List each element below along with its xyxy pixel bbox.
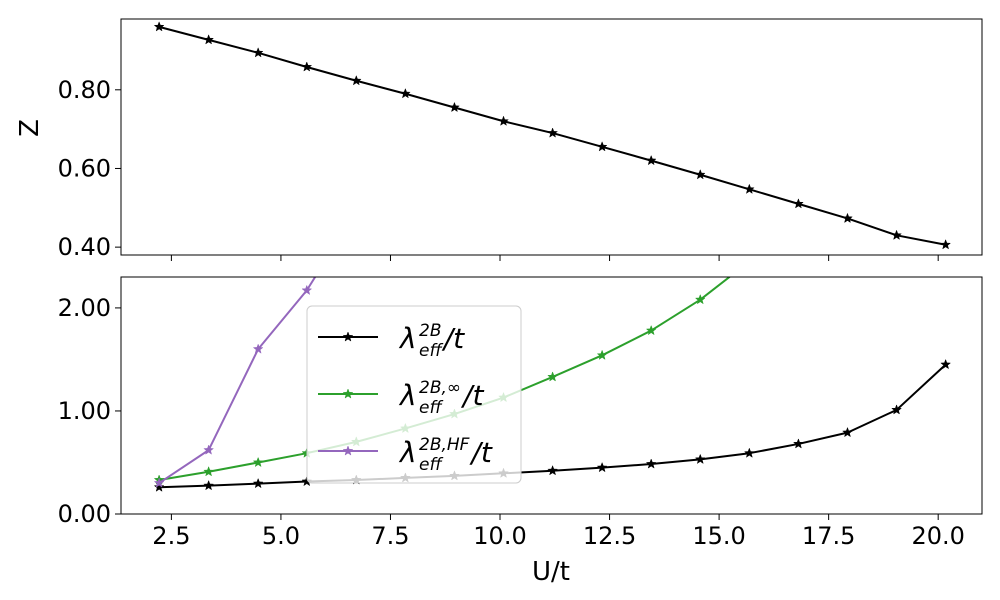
lambda-xtick-label: 15.0 xyxy=(692,522,745,550)
legend-subscript: eff xyxy=(419,341,443,361)
lambda-xtick-label: 17.5 xyxy=(802,522,855,550)
lambda-panel-frame xyxy=(120,276,983,515)
lambda-data-point xyxy=(153,477,165,488)
legend-swatch-marker xyxy=(342,388,354,399)
legend-tail: /t xyxy=(441,322,465,355)
z-data-point xyxy=(153,21,165,32)
x-axis-label: U/t xyxy=(532,557,570,587)
z-ytick-label: 0.40 xyxy=(58,233,111,261)
z-data-point xyxy=(743,183,755,194)
z-xticks xyxy=(170,255,939,261)
legend-swatch-marker xyxy=(342,445,354,456)
z-data-point xyxy=(350,75,362,86)
lambda-data-point xyxy=(842,426,853,438)
legend-entry: λ 2B,∞eff/t xyxy=(318,378,484,418)
z-series-line xyxy=(158,25,946,246)
z-ytick-label: 0.60 xyxy=(58,154,111,182)
lambda-data-point xyxy=(694,293,706,305)
lambda-data-point xyxy=(694,453,706,465)
lambda-data-point xyxy=(596,349,608,360)
z-data-point xyxy=(792,198,804,209)
z-data-point xyxy=(547,127,559,138)
z-data-point xyxy=(891,229,902,240)
z-data-point xyxy=(498,115,509,126)
legend-superscript: 2B xyxy=(419,321,441,341)
legend-superscript: 2B,∞ xyxy=(419,378,461,398)
lambda-series-line xyxy=(158,277,317,484)
lambda-data-point xyxy=(891,404,902,415)
lambda-data-point xyxy=(645,458,657,469)
lambda-data-point xyxy=(547,371,559,382)
legend-symbol: λ xyxy=(398,436,417,469)
lambda-xtick-label: 10.0 xyxy=(473,522,526,550)
lambda-xtick-label: 7.5 xyxy=(371,522,409,550)
z-data-point xyxy=(694,169,706,180)
z-panel-frame xyxy=(120,18,983,256)
lambda-data-point xyxy=(745,257,755,266)
z-series-layer xyxy=(153,21,952,250)
lambda-data-point xyxy=(596,461,608,473)
lambda-data-point xyxy=(153,481,165,492)
z-series-0 xyxy=(153,21,952,250)
legend-swatch-marker xyxy=(342,331,354,342)
lambda-series-layer xyxy=(153,257,952,492)
z-data-point xyxy=(203,34,215,45)
z-data-point xyxy=(301,61,313,72)
lambda-xticks: 2.5 5.0 7.5 10.0 12.5 15.0 17.5 20.0 xyxy=(152,514,965,550)
z-data-point xyxy=(940,239,952,250)
lambda-data-point xyxy=(203,466,215,477)
lambda-data-point xyxy=(301,284,313,296)
z-data-point xyxy=(596,141,608,152)
z-data-point xyxy=(842,212,853,224)
lambda-data-point xyxy=(203,479,215,491)
lambda-ytick-label: 2.00 xyxy=(58,294,111,322)
z-data-point xyxy=(399,88,411,99)
lambda-data-point xyxy=(252,343,264,354)
lambda-series-2 xyxy=(153,257,330,488)
z-ytick-label: 0.80 xyxy=(58,76,111,104)
lambda-xtick-label: 20.0 xyxy=(911,522,964,550)
z-yticks: 0.40 0.60 0.80 xyxy=(58,76,121,261)
legend-box xyxy=(306,305,522,484)
lambda-yticks: 0.00 1.00 2.00 xyxy=(58,294,121,528)
legend-subscript: eff xyxy=(419,455,443,475)
legend-symbol: λ xyxy=(398,322,417,355)
legend-tail: /t xyxy=(468,436,492,469)
lambda-data-point xyxy=(792,438,804,449)
legend-symbol: λ xyxy=(398,379,417,412)
legend-superscript: 2B,HF xyxy=(419,435,470,455)
lambda-data-point xyxy=(320,257,330,266)
z-panel: 0.40 0.60 0.80 Z xyxy=(15,18,983,261)
z-data-point xyxy=(252,47,264,58)
lambda-xtick-label: 5.0 xyxy=(262,522,300,550)
z-axis-label: Z xyxy=(15,119,45,137)
lambda-data-point xyxy=(547,465,559,476)
lambda-data-point xyxy=(645,324,657,336)
legend-tail: /t xyxy=(460,379,484,412)
lambda-ytick-label: 1.00 xyxy=(58,397,111,425)
lambda-data-point xyxy=(940,358,952,370)
legend-subscript: eff xyxy=(419,398,443,418)
lambda-data-point xyxy=(252,477,264,489)
lambda-xtick-label: 12.5 xyxy=(583,522,636,550)
lambda-data-point xyxy=(252,456,264,468)
lambda-data-point xyxy=(203,444,215,455)
z-data-point xyxy=(645,154,657,166)
lambda-ytick-label: 0.00 xyxy=(58,500,111,528)
lambda-panel: 0.00 1.00 2.00 2.5 5.0 7.5 10.0 12.5 15.0 17.5 20… xyxy=(58,257,983,587)
lambda-data-point xyxy=(743,447,755,458)
z-data-point xyxy=(449,101,460,113)
lambda-xtick-label: 2.5 xyxy=(152,522,190,550)
